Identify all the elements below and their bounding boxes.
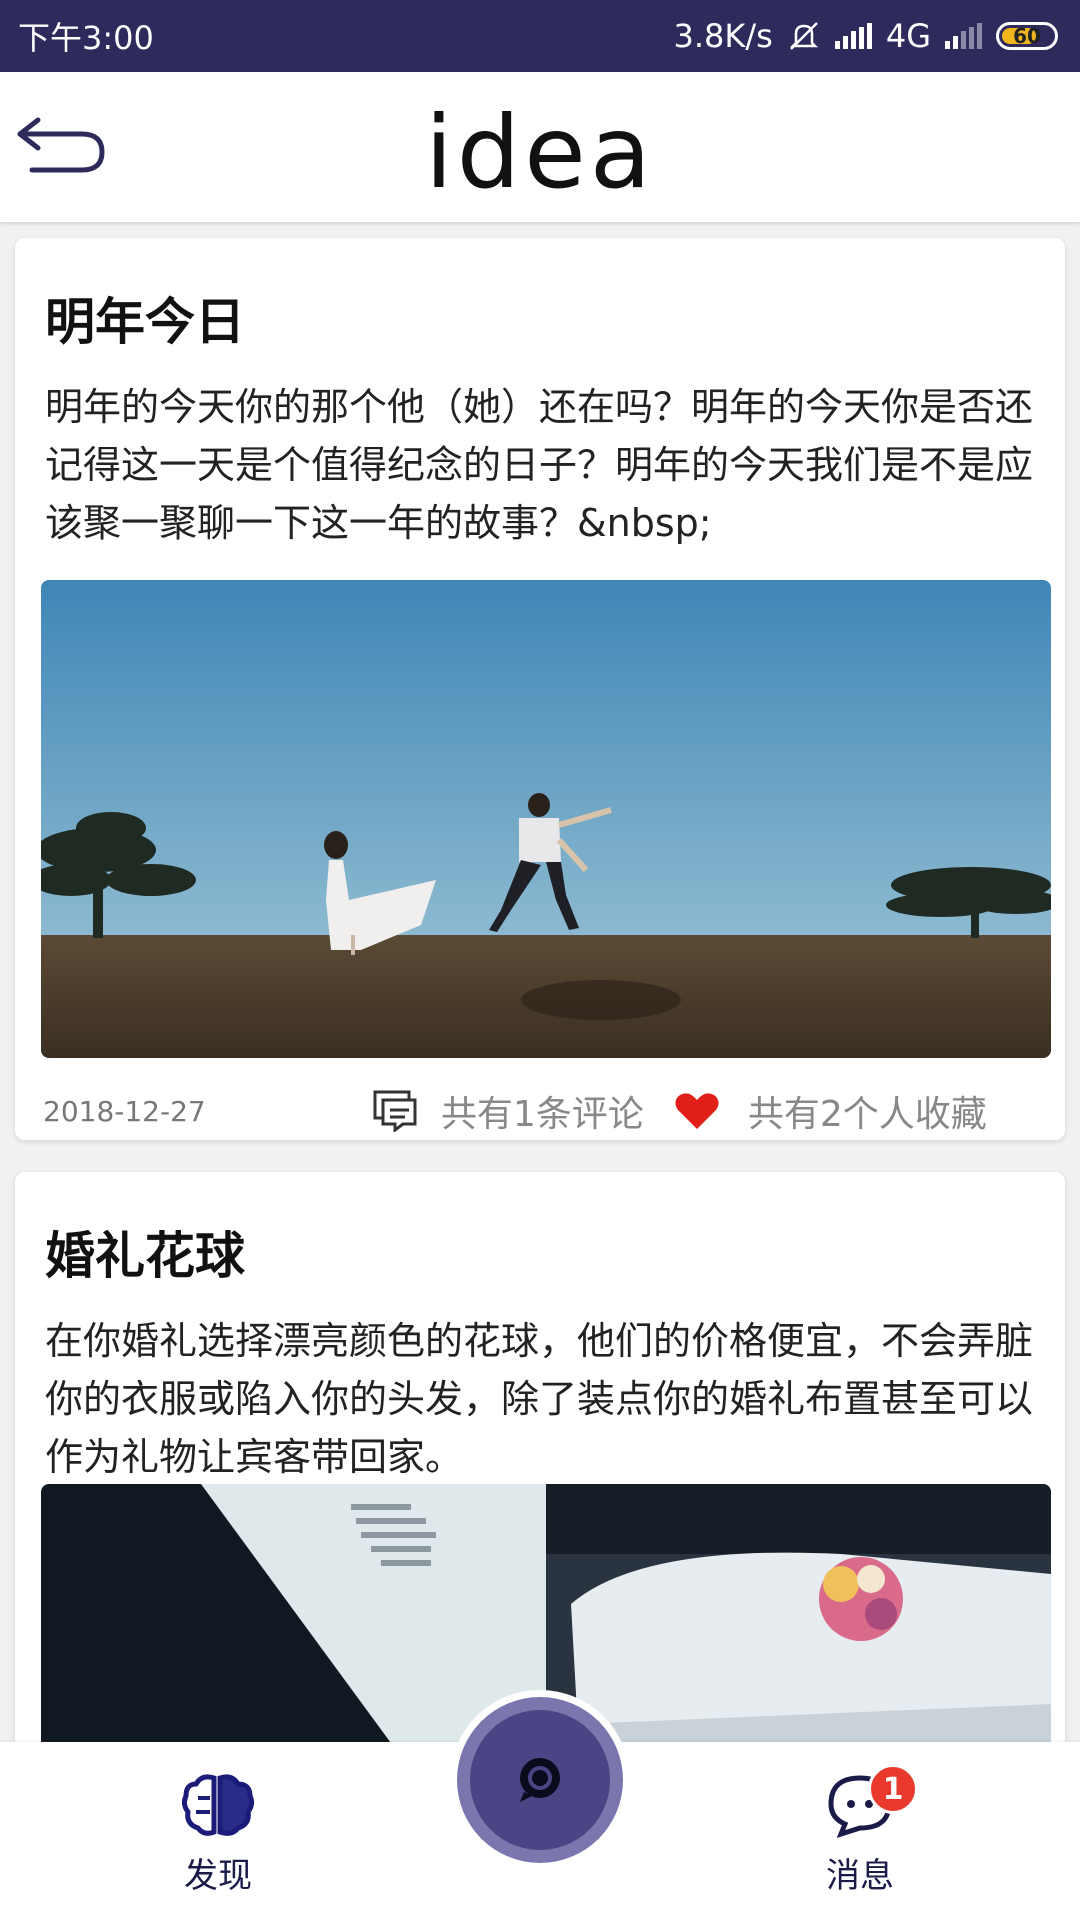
comments-button[interactable]: 共有1条评论 [373,1085,644,1137]
comment-icon [373,1090,417,1132]
post-title: 明年今日 [45,293,245,351]
post-title: 婚礼花球 [45,1227,245,1285]
status-time: 下午3:00 [18,19,154,57]
post-body: 明年的今天你的那个他（她）还在吗？明年的今天你是否还记得这一天是个值得纪念的日子… [45,385,1034,545]
back-arrow-icon [17,117,105,173]
center-action-button[interactable] [457,1697,623,1863]
post-body: 在你婚礼选择漂亮颜色的花球，他们的价格便宜，不会弄脏你的衣服或陷入你的头发，除了… [45,1319,1034,1479]
post-image[interactable] [41,1484,1051,1742]
signal-2-icon [945,23,982,49]
app-logo: idea [424,94,656,211]
nav-messages[interactable]: 1 消息 [780,1764,940,1897]
comments-count: 共有1条评论 [441,1094,644,1135]
status-indicators: 3.8K/s 4G 60 [674,17,1058,55]
heart-icon [675,1093,719,1129]
post-date: 2018-12-27 [43,1094,206,1128]
nav-discover-label: 发现 [184,1856,252,1896]
favorites-count: 共有2个人收藏 [747,1094,987,1135]
network-speed: 3.8K/s [673,17,773,55]
fab-inner [470,1710,610,1850]
network-type: 4G [885,17,931,55]
back-button[interactable] [12,110,108,180]
nav-messages-label: 消息 [826,1856,894,1896]
mute-bell-icon [789,22,818,50]
post-footer: 2018-12-27 共有1条评论 共有2个人收藏 [43,1086,1037,1136]
app-header: idea [0,72,1080,222]
favorite-button[interactable]: 共有2个人收藏 [674,1085,987,1137]
couple-field-photo [41,580,1051,1058]
nav-discover[interactable]: 发现 [138,1772,298,1897]
post-card[interactable]: 明年今日 明年的今天你的那个他（她）还在吗？明年的今天你是否还记得这一天是个值得… [15,238,1065,1140]
post-card[interactable]: 婚礼花球 在你婚礼选择漂亮颜色的花球，他们的价格便宜，不会弄脏你的衣服或陷入你的… [15,1172,1065,1742]
signal-icon [834,23,872,49]
status-bar: 下午3:00 3.8K/s 4G 60 [0,0,1080,72]
post-feed[interactable]: 明年今日 明年的今天你的那个他（她）还在吗？明年的今天你是否还记得这一天是个值得… [0,222,1080,1742]
battery-level: 60 [1013,24,1041,48]
wedding-flowers-photo [41,1484,1051,1742]
center-fab-container [450,1690,630,1870]
battery-icon: 60 [996,22,1058,50]
post-image[interactable] [41,580,1051,1058]
brain-icon [181,1774,255,1836]
messages-badge: 1 [868,1764,918,1814]
chat-bubble-icon [520,1758,560,1802]
